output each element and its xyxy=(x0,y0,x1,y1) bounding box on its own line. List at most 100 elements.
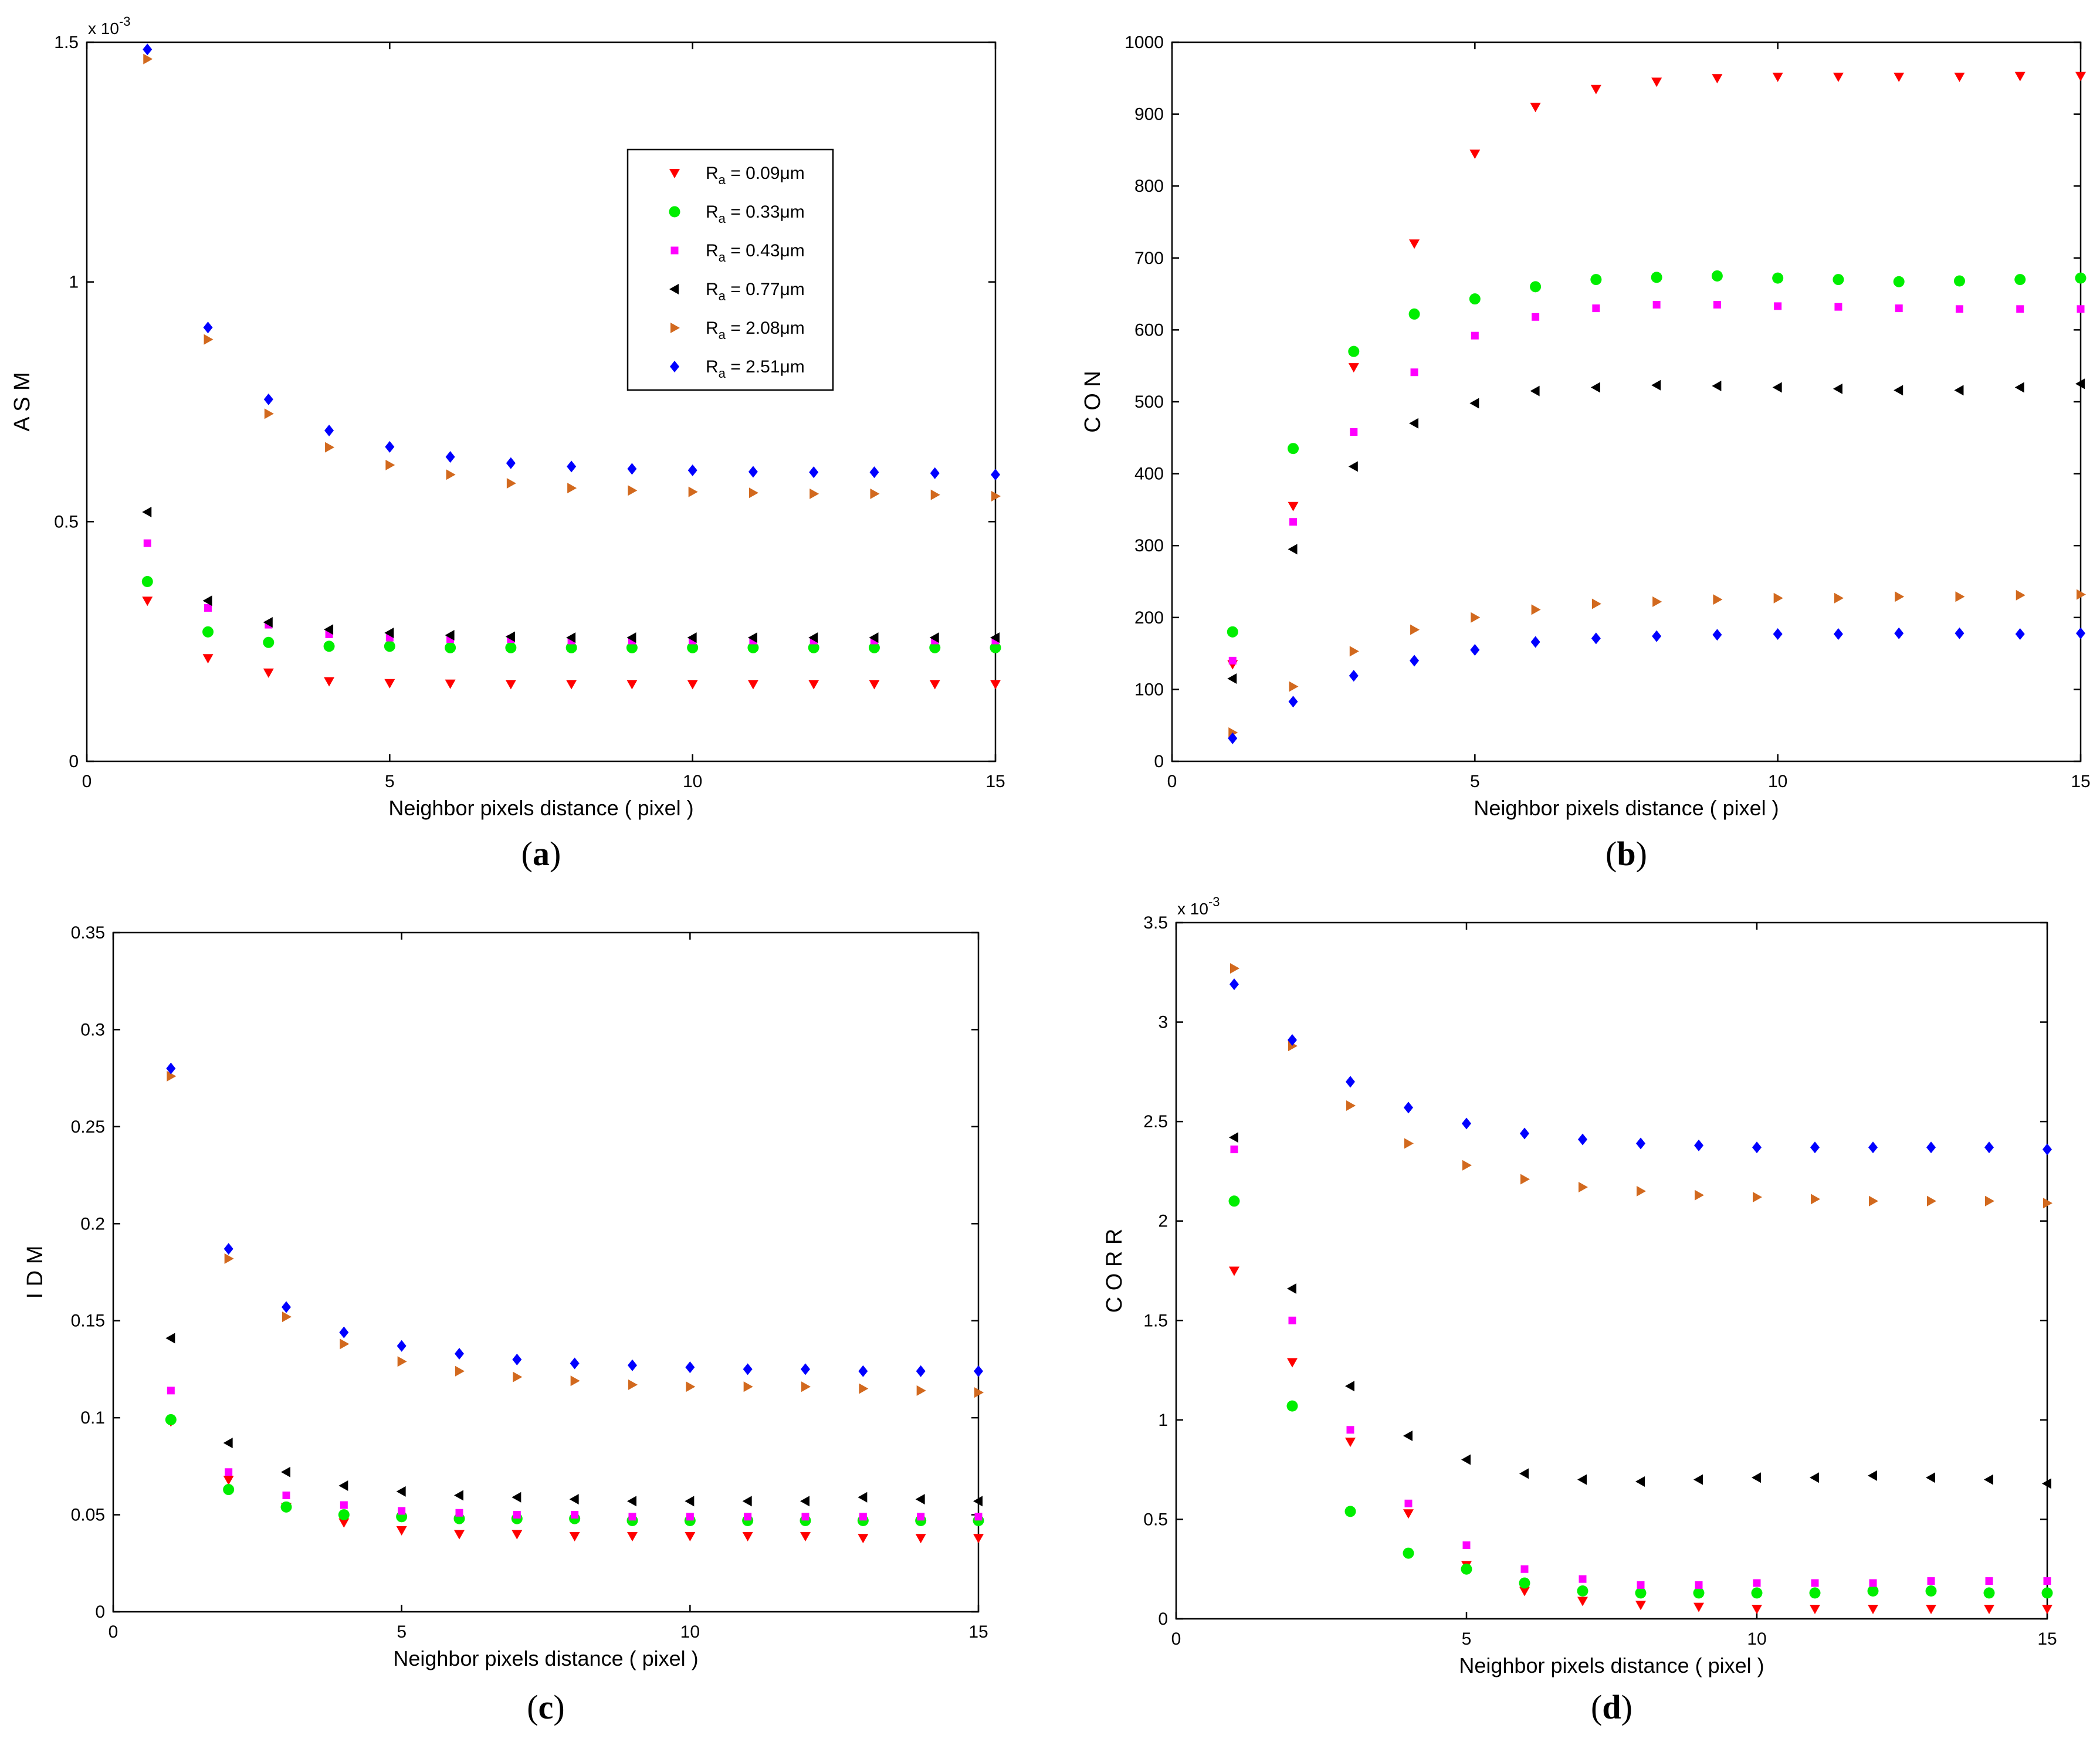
series-1: Ra = 0.09μm (1, 1.75) Ra = 0.09μm (2, 1.2… xyxy=(1229,1266,2052,1615)
legend-prefix: R xyxy=(706,280,719,299)
legend-subscript: a xyxy=(719,289,726,303)
exponent-base: x 10 xyxy=(1177,900,1208,918)
data-point: Ra = 2.51μm (10, 177) xyxy=(1773,628,1783,640)
data-point: Ra = 0.09μm (9, 0.039) xyxy=(627,1531,638,1541)
data-point: Ra = 0.09μm (13, 0.161) xyxy=(869,680,880,690)
data-point: Ra = 2.08μm (6, 2.21) xyxy=(1520,1174,1530,1185)
data-point: Ra = 2.08μm (5, 0.618) xyxy=(385,459,395,470)
data-point: Ra = 2.51μm (12, 0.603) xyxy=(809,466,819,479)
plot-area xyxy=(1171,41,2082,762)
data-point: Ra = 2.08μm (3, 0.725) xyxy=(264,408,274,419)
data-point: Ra = 2.51μm (3, 0.755) xyxy=(263,393,273,405)
panel-label-open: ( xyxy=(527,1688,538,1726)
data-point: Ra = 0.33μm (13, 0.237) xyxy=(868,642,880,653)
legend-marker xyxy=(670,246,679,255)
data-point: Ra = 0.33μm (4, 622) xyxy=(1408,308,1420,320)
data-point: Ra = 0.77μm (8, 523) xyxy=(1651,379,1661,391)
legend-label: Ra = 0.33μm xyxy=(706,202,805,226)
data-point: Ra = 2.51μm (14, 0.601) xyxy=(930,467,940,479)
data-point: Ra = 2.08μm (3, 2.58) xyxy=(1346,1100,1356,1111)
data-point: Ra = 2.08μm (9, 0.565) xyxy=(628,485,638,496)
data-point: Ra = 2.08μm (8, 0.119) xyxy=(570,1375,580,1387)
data-point: Ra = 0.33μm (6, 0.18) xyxy=(1519,1577,1530,1589)
data-point: Ra = 0.33μm (4, 0.33) xyxy=(1403,1547,1414,1559)
data-point: Ra = 0.77μm (6, 0.263) xyxy=(445,630,455,641)
data-point: Ra = 2.51μm (3, 0.157) xyxy=(282,1301,291,1313)
x-tick-label: 5 xyxy=(397,1622,407,1642)
panel-c: 0 5 10 15 0 0.05 0.1 0.15 0.2 0.25 0.3 0.35 Neighbor… xyxy=(23,923,988,1726)
data-point: Ra = 0.77μm (8, 0.258) xyxy=(566,632,576,643)
data-point: Ra = 2.08μm (4, 0.655) xyxy=(325,442,335,453)
data-point: Ra = 2.51μm (1, 1.485) xyxy=(143,43,153,56)
data-point: Ra = 0.77μm (2, 295) xyxy=(1288,544,1298,555)
data-point: Ra = 0.77μm (10, 0.057) xyxy=(685,1496,695,1507)
series-4: Ra = 0.77μm (1, 2.42) Ra = 0.77μm (2, 1.6… xyxy=(1229,1132,2051,1489)
y-tick-label: 0.1 xyxy=(80,1408,105,1428)
y-tick-label: 1 xyxy=(1158,1411,1168,1430)
data-point: Ra = 0.33μm (5, 643) xyxy=(1469,293,1481,305)
data-point: Ra = 0.77μm (14, 0.258) xyxy=(929,632,939,643)
data-point: Ra = 0.77μm (11, 518) xyxy=(1833,383,1842,394)
data-point: Ra = 0.09μm (14, 953) xyxy=(2014,72,2026,82)
data-point: Ra = 0.09μm (4, 0.046) xyxy=(338,1518,350,1528)
data-point: Ra = 2.08μm (4, 183) xyxy=(1410,624,1420,635)
data-point: Ra = 2.08μm (2, 0.88) xyxy=(204,334,214,345)
data-point: Ra = 0.09μm (14, 0.038) xyxy=(915,1534,926,1544)
data-point: Ra = 2.08μm (2, 0.182) xyxy=(224,1253,234,1264)
data-point: Ra = 0.77μm (7, 0.059) xyxy=(512,1492,521,1503)
panel-label: (c) xyxy=(527,1688,564,1726)
y-tick-label: 700 xyxy=(1134,249,1164,268)
legend-prefix: R xyxy=(706,202,719,222)
data-point: Ra = 0.43μm (2, 333) xyxy=(1289,518,1298,526)
data-point: Ra = 2.51μm (10, 0.607) xyxy=(687,464,697,476)
data-point: Ra = 0.77μm (4, 0.065) xyxy=(338,1480,348,1491)
legend-label: Ra = 2.08μm xyxy=(706,318,805,342)
data-point: Ra = 0.43μm (13, 0.19) xyxy=(1927,1577,1935,1585)
data-point: Ra = 2.08μm (11, 227) xyxy=(1834,592,1844,604)
data-point: Ra = 2.08μm (12, 229) xyxy=(1895,591,1905,602)
y-tick-label: 0.35 xyxy=(71,923,105,943)
data-point: Ra = 2.51μm (6, 166) xyxy=(1530,636,1540,648)
y-tick-label: 2 xyxy=(1158,1212,1168,1231)
data-point: Ra = 0.43μm (6, 618) xyxy=(1532,313,1540,321)
y-tick-label: 0 xyxy=(69,752,79,771)
panel-label: (d) xyxy=(1591,1688,1632,1726)
data-point: Ra = 0.09μm (5, 845) xyxy=(1469,150,1481,160)
x-axis-label: Neighbor pixels distance ( pixel ) xyxy=(1459,1653,1764,1677)
y-tick-label: 0.15 xyxy=(71,1311,105,1331)
data-point: Ra = 0.33μm (2, 0.063) xyxy=(223,1484,235,1496)
data-point: Ra = 0.33μm (9, 0.13) xyxy=(1693,1587,1705,1599)
legend-label: Ra = 0.43μm xyxy=(706,241,805,265)
data-point: Ra = 0.09μm (1, 0.335) xyxy=(142,597,153,606)
data-point: Ra = 0.77μm (7, 520) xyxy=(1590,382,1600,393)
legend-value: = 0.43 xyxy=(726,241,780,260)
data-point: Ra = 2.51μm (11, 177) xyxy=(1833,628,1843,640)
data-point: Ra = 0.09μm (2, 0.215) xyxy=(202,654,214,664)
y-tick-label: 100 xyxy=(1134,680,1164,699)
data-point: Ra = 2.08μm (12, 0.558) xyxy=(809,488,819,499)
data-point: Ra = 0.77μm (1, 0.52) xyxy=(142,506,152,517)
data-point: Ra = 0.77μm (5, 498) xyxy=(1469,398,1479,409)
series-3: Ra = 0.43μm (1, 0.114) Ra = 0.43μm (2, 0.… xyxy=(167,1387,983,1521)
data-point: Ra = 2.08μm (15, 0.553) xyxy=(991,491,1001,502)
data-point: Ra = 2.08μm (14, 0.556) xyxy=(930,489,940,500)
data-point: Ra = 2.08μm (13, 0.558) xyxy=(870,488,880,499)
data-point: Ra = 2.08μm (10, 2.12) xyxy=(1753,1192,1762,1203)
data-point: Ra = 2.51μm (6, 0.635) xyxy=(445,450,455,463)
data-point: Ra = 0.09μm (3, 0.89) xyxy=(1345,1438,1356,1448)
data-point: Ra = 2.08μm (14, 0.114) xyxy=(916,1385,926,1396)
x-tick-label: 15 xyxy=(985,772,1005,791)
y-tick-label: 0.5 xyxy=(54,512,79,531)
data-point: Ra = 0.77μm (12, 0.258) xyxy=(808,632,818,643)
x-tick-label: 15 xyxy=(2071,772,2090,791)
legend-marker xyxy=(670,361,679,372)
y-tick-label: 0.25 xyxy=(71,1117,105,1137)
data-point: Ra = 0.43μm (3, 458) xyxy=(1350,428,1358,436)
data-point: Ra = 0.43μm (3, 0.06) xyxy=(282,1491,290,1499)
data-point: Ra = 2.51μm (8, 0.615) xyxy=(567,460,577,473)
data-point: Ra = 0.33μm (1, 0.099) xyxy=(165,1414,177,1425)
data-point: Ra = 2.51μm (4, 0.69) xyxy=(324,425,334,437)
series-4: Ra = 0.77μm (1, 0.141) Ra = 0.77μm (2, 0.… xyxy=(165,1333,983,1507)
panel-label-open: ( xyxy=(1591,1688,1602,1726)
